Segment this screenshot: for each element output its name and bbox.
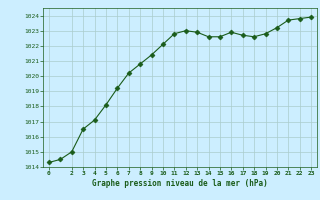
- X-axis label: Graphe pression niveau de la mer (hPa): Graphe pression niveau de la mer (hPa): [92, 179, 268, 188]
